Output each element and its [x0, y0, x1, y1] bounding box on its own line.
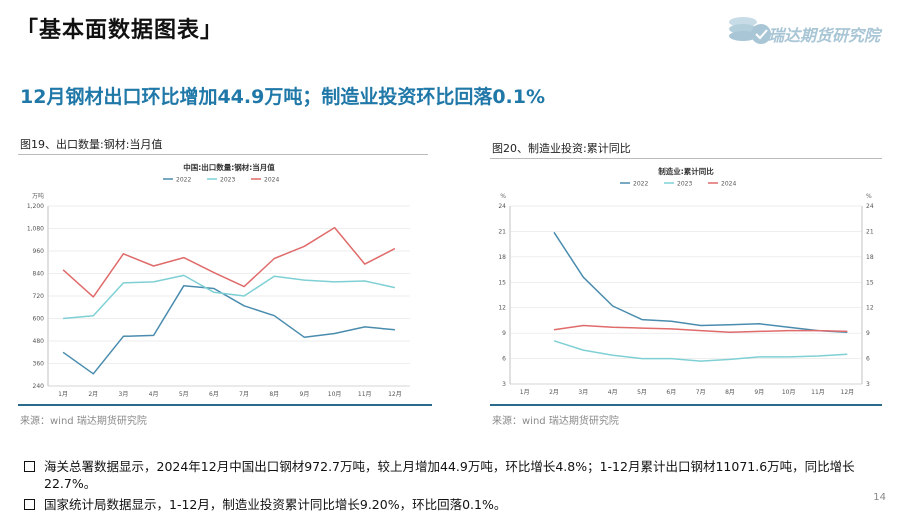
series-line-2022	[62, 284, 395, 375]
x-tick-label: 6月	[666, 389, 676, 396]
chart-title: 制造业:累计同比	[658, 166, 714, 176]
x-tick-label: 1月	[520, 389, 530, 396]
y-tick-label: 720	[33, 293, 45, 300]
x-tick-label: 11月	[358, 391, 372, 398]
x-tick-label: 5月	[637, 389, 647, 396]
y-tick-label: 960	[33, 248, 45, 255]
legend-label: 2022	[633, 181, 648, 188]
x-tick-label: 3月	[578, 389, 588, 396]
x-tick-label: 7月	[239, 391, 249, 398]
chart-panel-right: 图20、制造业投资:累计同比 制造业:累计同比 2022 2023 2024%% 3 3 6…	[490, 134, 882, 427]
legend-label: 2024	[721, 181, 736, 188]
y-tick-label: 9	[502, 330, 506, 337]
slide-title: 「基本面数据图表」	[16, 18, 224, 43]
x-tick-label: 2月	[549, 389, 559, 396]
logo-icon	[729, 17, 771, 44]
manufacturing-investment-chart: 制造业:累计同比 2022 2023 2024% % 3 3 6 6 9 9 12 12 15 15 18 18…	[498, 166, 874, 396]
y-tick-label-right: 18	[866, 254, 874, 261]
y-tick-label-right: 24	[866, 203, 874, 210]
y-tick-label: 1,200	[27, 203, 44, 210]
legend-label: 2022	[176, 177, 191, 184]
x-tick-label: 8月	[725, 389, 735, 396]
chart-panel-bottom-rule	[490, 404, 882, 406]
headline: 12月钢材出口环比增加44.9万吨；制造业投资环比回落0.1%	[20, 86, 546, 108]
legend-label: 2023	[677, 181, 692, 188]
x-tick-label: 4月	[608, 389, 618, 396]
bullet-item: 海关总署数据显示，2024年12月中国出口钢材972.7万吨，较上月增加44.9…	[22, 458, 872, 492]
x-tick-label: 7月	[696, 389, 706, 396]
x-tick-label: 9月	[300, 391, 310, 398]
series-line-2023	[553, 340, 848, 362]
y-tick-label: 240	[33, 383, 45, 390]
x-tick-label: 5月	[179, 391, 189, 398]
chart-panel-label: 图20、制造业投资:累计同比	[492, 142, 631, 155]
bullet-item: 国家统计局数据显示，1-12月，制造业投资累计同比增长9.20%，环比回落0.1…	[22, 496, 872, 513]
bullet-box-icon	[24, 499, 35, 510]
bullet-text: 国家统计局数据显示，1-12月，制造业投资累计同比增长9.20%，环比回落0.1…	[44, 497, 507, 512]
y-tick-label: 6	[502, 356, 506, 363]
bullet-list: 海关总署数据显示，2024年12月中国出口钢材972.7万吨，较上月增加44.9…	[22, 458, 872, 513]
chart-panel-rule	[490, 158, 882, 159]
series-line-2024	[62, 226, 396, 298]
y-axis-unit-right: %	[866, 193, 872, 200]
chart-title: 中国:出口数量:钢材:当月值	[183, 162, 275, 172]
y-tick-label: 480	[33, 338, 45, 345]
bullet-text: 海关总署数据显示，2024年12月中国出口钢材972.7万吨，较上月增加44.9…	[44, 459, 855, 491]
y-tick-label: 600	[33, 316, 45, 323]
y-tick-label-right: 12	[866, 305, 874, 312]
chart-panel-bottom-rule	[18, 404, 432, 406]
x-tick-label: 4月	[149, 391, 159, 398]
series-line-2022	[553, 231, 848, 334]
y-tick-label-right: 9	[866, 330, 870, 337]
y-axis-unit: %	[500, 193, 506, 200]
y-tick-label: 18	[498, 254, 506, 261]
logo: 瑞达期货研究院	[721, 10, 886, 48]
legend-label: 2023	[220, 177, 235, 184]
chart-source: 来源：wind 瑞达期货研究院	[492, 416, 619, 427]
chart-source: 来源：wind 瑞达期货研究院	[20, 416, 147, 427]
logo-text: 瑞达期货研究院	[767, 26, 880, 45]
x-tick-label: 3月	[119, 391, 129, 398]
x-tick-label: 8月	[269, 391, 279, 398]
chart-panel-rule	[18, 154, 428, 155]
y-tick-label: 21	[498, 228, 506, 235]
y-tick-label-right: 3	[866, 381, 870, 388]
x-tick-label: 10月	[782, 389, 796, 396]
bullet-box-icon	[24, 461, 35, 472]
x-tick-label: 6月	[209, 391, 219, 398]
y-tick-label-right: 6	[866, 356, 870, 363]
x-tick-label: 11月	[811, 389, 825, 396]
page-number: 14	[873, 492, 886, 503]
y-tick-label-right: 15	[866, 279, 874, 286]
y-tick-label: 360	[33, 361, 45, 368]
y-tick-label-right: 21	[866, 228, 874, 235]
x-tick-label: 12月	[841, 389, 855, 396]
x-tick-label: 9月	[754, 389, 764, 396]
x-tick-label: 12月	[388, 391, 402, 398]
y-tick-label: 1,080	[27, 226, 44, 233]
y-tick-label: 3	[502, 381, 506, 388]
series-line-2023	[63, 274, 396, 320]
export-volume-chart: 中国:出口数量:钢材:当月值 2022 2023 2024 万吨 240 360 480 600…	[27, 162, 410, 398]
y-tick-label: 840	[33, 271, 45, 278]
legend-label: 2024	[264, 177, 279, 184]
chart-panel-left: 图19、出口数量:钢材:当月值 中国:出口数量:钢材:当月值 2022 2023 20…	[18, 134, 432, 427]
y-tick-label: 12	[498, 305, 506, 312]
series-line-2024	[553, 324, 848, 334]
y-tick-label: 24	[498, 203, 506, 210]
y-tick-label: 15	[498, 279, 506, 286]
x-tick-label: 1月	[58, 391, 68, 398]
y-axis-unit: 万吨	[32, 192, 44, 200]
x-tick-label: 2月	[88, 391, 98, 398]
x-tick-label: 10月	[328, 391, 342, 398]
chart-panel-label: 图19、出口数量:钢材:当月值	[20, 138, 163, 151]
